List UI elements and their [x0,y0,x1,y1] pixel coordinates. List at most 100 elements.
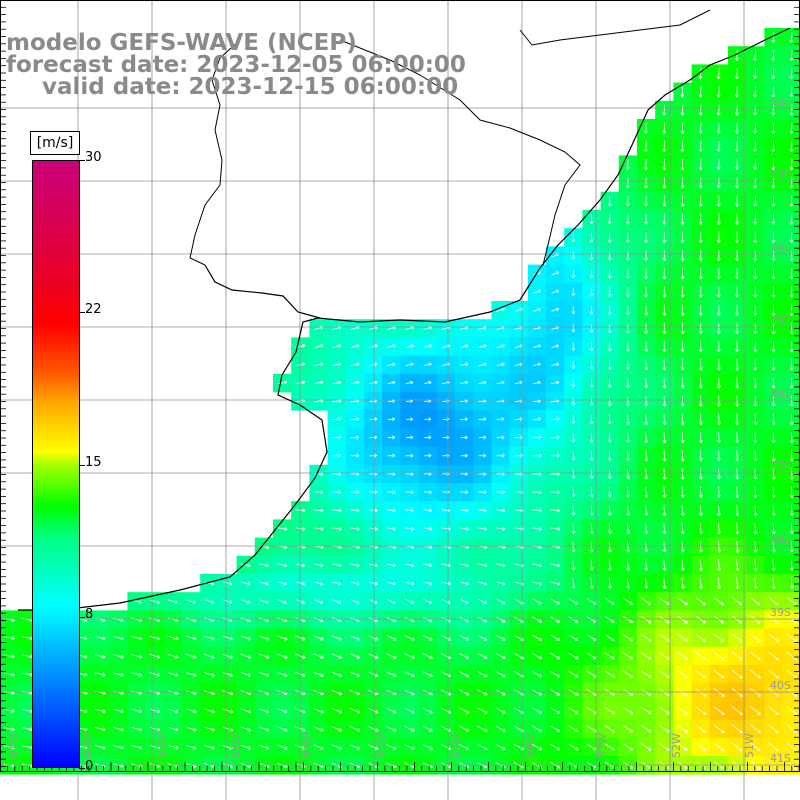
wind-arrow [332,453,342,458]
wind-arrow [240,726,252,732]
coastline [18,27,791,611]
wind-arrow [735,49,739,62]
wind-arrow [771,86,776,98]
wind-arrow [551,362,560,367]
wind-speed-cell [782,428,800,447]
wind-arrow [222,653,233,659]
wind-arrow [662,286,667,298]
wind-arrow [753,541,758,553]
wind-arrow [644,268,649,280]
wind-arrow [698,159,703,171]
wind-arrow [625,177,630,189]
wind-arrow [149,708,161,714]
wind-arrow [607,250,612,261]
wind-arrow [753,268,758,280]
wind-arrow [477,563,488,568]
wind-arrow [532,490,542,495]
latitude-label: 38S [770,533,791,546]
wind-arrow [387,380,396,385]
wind-arrow [258,726,270,732]
wind-arrow [112,708,124,714]
wind-arrow [405,581,415,586]
wind-arrow [662,486,667,498]
wind-arrow [659,597,670,605]
wind-arrow [695,651,707,660]
wind-arrow [753,86,758,98]
wind-arrow [713,706,725,715]
wind-arrow [276,671,288,677]
wind-arrow [789,122,794,134]
wind-arrow [680,177,685,189]
wind-arrow [713,724,725,734]
wind-arrow [644,140,648,153]
wind-arrow [368,635,379,641]
wind-arrow [677,597,688,606]
wind-arrow [768,669,779,679]
wind-arrow [662,158,667,171]
wind-arrow [313,362,324,367]
wind-arrow [240,744,252,750]
wind-arrow [350,581,360,586]
wind-arrow [749,706,761,715]
wind-arrow [331,508,342,513]
border-north [519,9,711,46]
colorbar-tickmark [79,312,85,313]
wind-arrow [387,490,396,495]
wind-arrow [405,344,414,348]
wind-arrow [550,743,561,751]
wind-arrow [750,615,761,624]
wind-arrow [644,377,649,389]
wind-arrow [644,450,649,462]
wind-arrow [698,177,703,189]
wind-arrow [713,651,725,661]
wind-arrow [626,414,630,425]
wind-arrow [680,450,685,462]
wind-arrow [644,504,649,516]
wind-arrow [404,707,415,714]
wind-arrow [423,362,432,367]
wind-arrow [222,744,234,750]
wind-speed-cell [782,519,800,538]
wind-arrow [531,743,543,751]
wind-arrow [167,726,179,732]
wind-arrow [771,395,776,407]
wind-arrow [589,305,594,315]
wind-arrow [112,745,124,750]
wind-arrow [771,250,776,262]
wind-arrow [571,541,576,553]
wind-arrow [659,724,670,733]
wind-arrow [771,231,776,243]
wind-arrow [789,213,794,225]
wind-arrow [771,486,776,498]
wind-arrow [735,359,740,371]
wind-speed-cell [782,355,800,375]
wind-arrow [622,652,634,660]
wind-arrow [222,708,234,714]
wind-arrow [731,651,743,661]
wind-arrow [131,635,143,641]
latitude-label: 37S [770,460,791,473]
wind-arrow [149,654,161,659]
wind-arrow [496,490,506,495]
wind-arrow [771,195,776,207]
wind-arrow [405,526,415,531]
wind-arrow [386,726,397,732]
wind-arrow [496,344,505,348]
wind-arrow [478,417,487,422]
wind-arrow [644,359,649,371]
wind-arrow [640,633,652,642]
wind-arrow [640,615,652,624]
wind-arrow [604,634,615,642]
wind-arrow [350,599,360,604]
wind-arrow [644,195,648,207]
wind-arrow [204,653,215,659]
wind-arrow [350,563,360,568]
wind-arrow [149,672,161,677]
wind-arrow [331,526,342,531]
wind-arrow [717,413,721,426]
wind-arrow [571,432,576,443]
wind-arrow [568,670,579,678]
wind-arrow [789,268,794,280]
wind-arrow [386,344,396,348]
wind-arrow [644,577,649,589]
